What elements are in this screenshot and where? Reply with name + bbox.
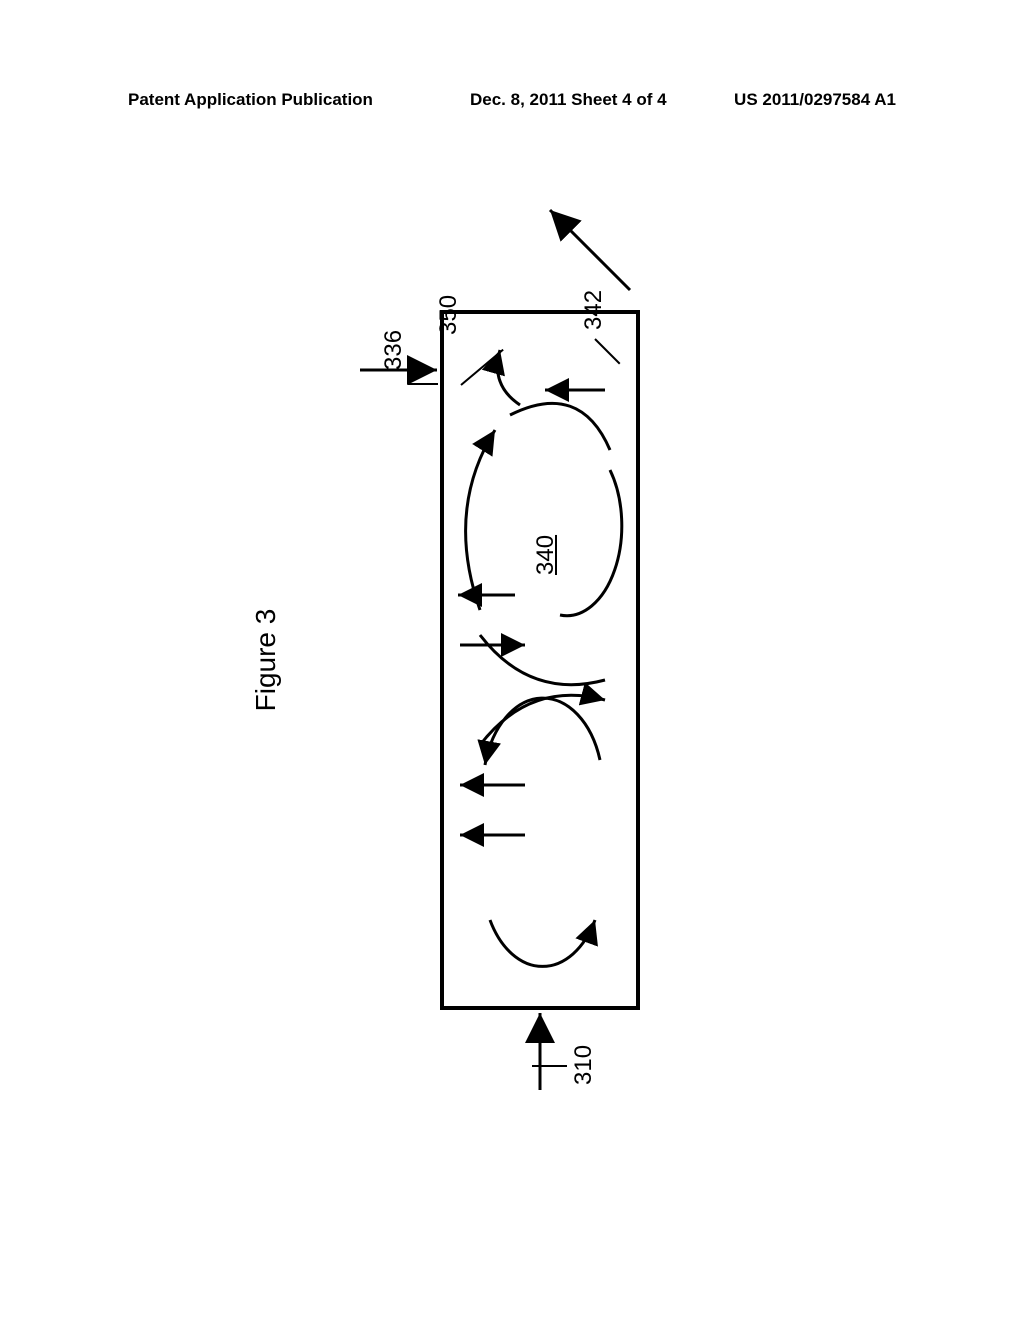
figure-content: Figure 3 <box>200 190 830 1130</box>
figure-title: Figure 3 <box>250 609 282 712</box>
label-310: 310 <box>570 1045 598 1085</box>
label-350: 350 <box>435 295 463 335</box>
label-342: 342 <box>580 290 608 330</box>
label-336: 336 <box>380 330 408 370</box>
figure-container: Figure 3 <box>200 190 830 1130</box>
internal-flow <box>440 310 640 1010</box>
header-right: US 2011/0297584 A1 <box>734 90 896 110</box>
arrow-output-right <box>550 190 650 290</box>
header-center: Dec. 8, 2011 Sheet 4 of 4 <box>470 90 667 110</box>
arrow-input-left <box>530 1000 560 1090</box>
label-340: 340 <box>532 535 560 575</box>
